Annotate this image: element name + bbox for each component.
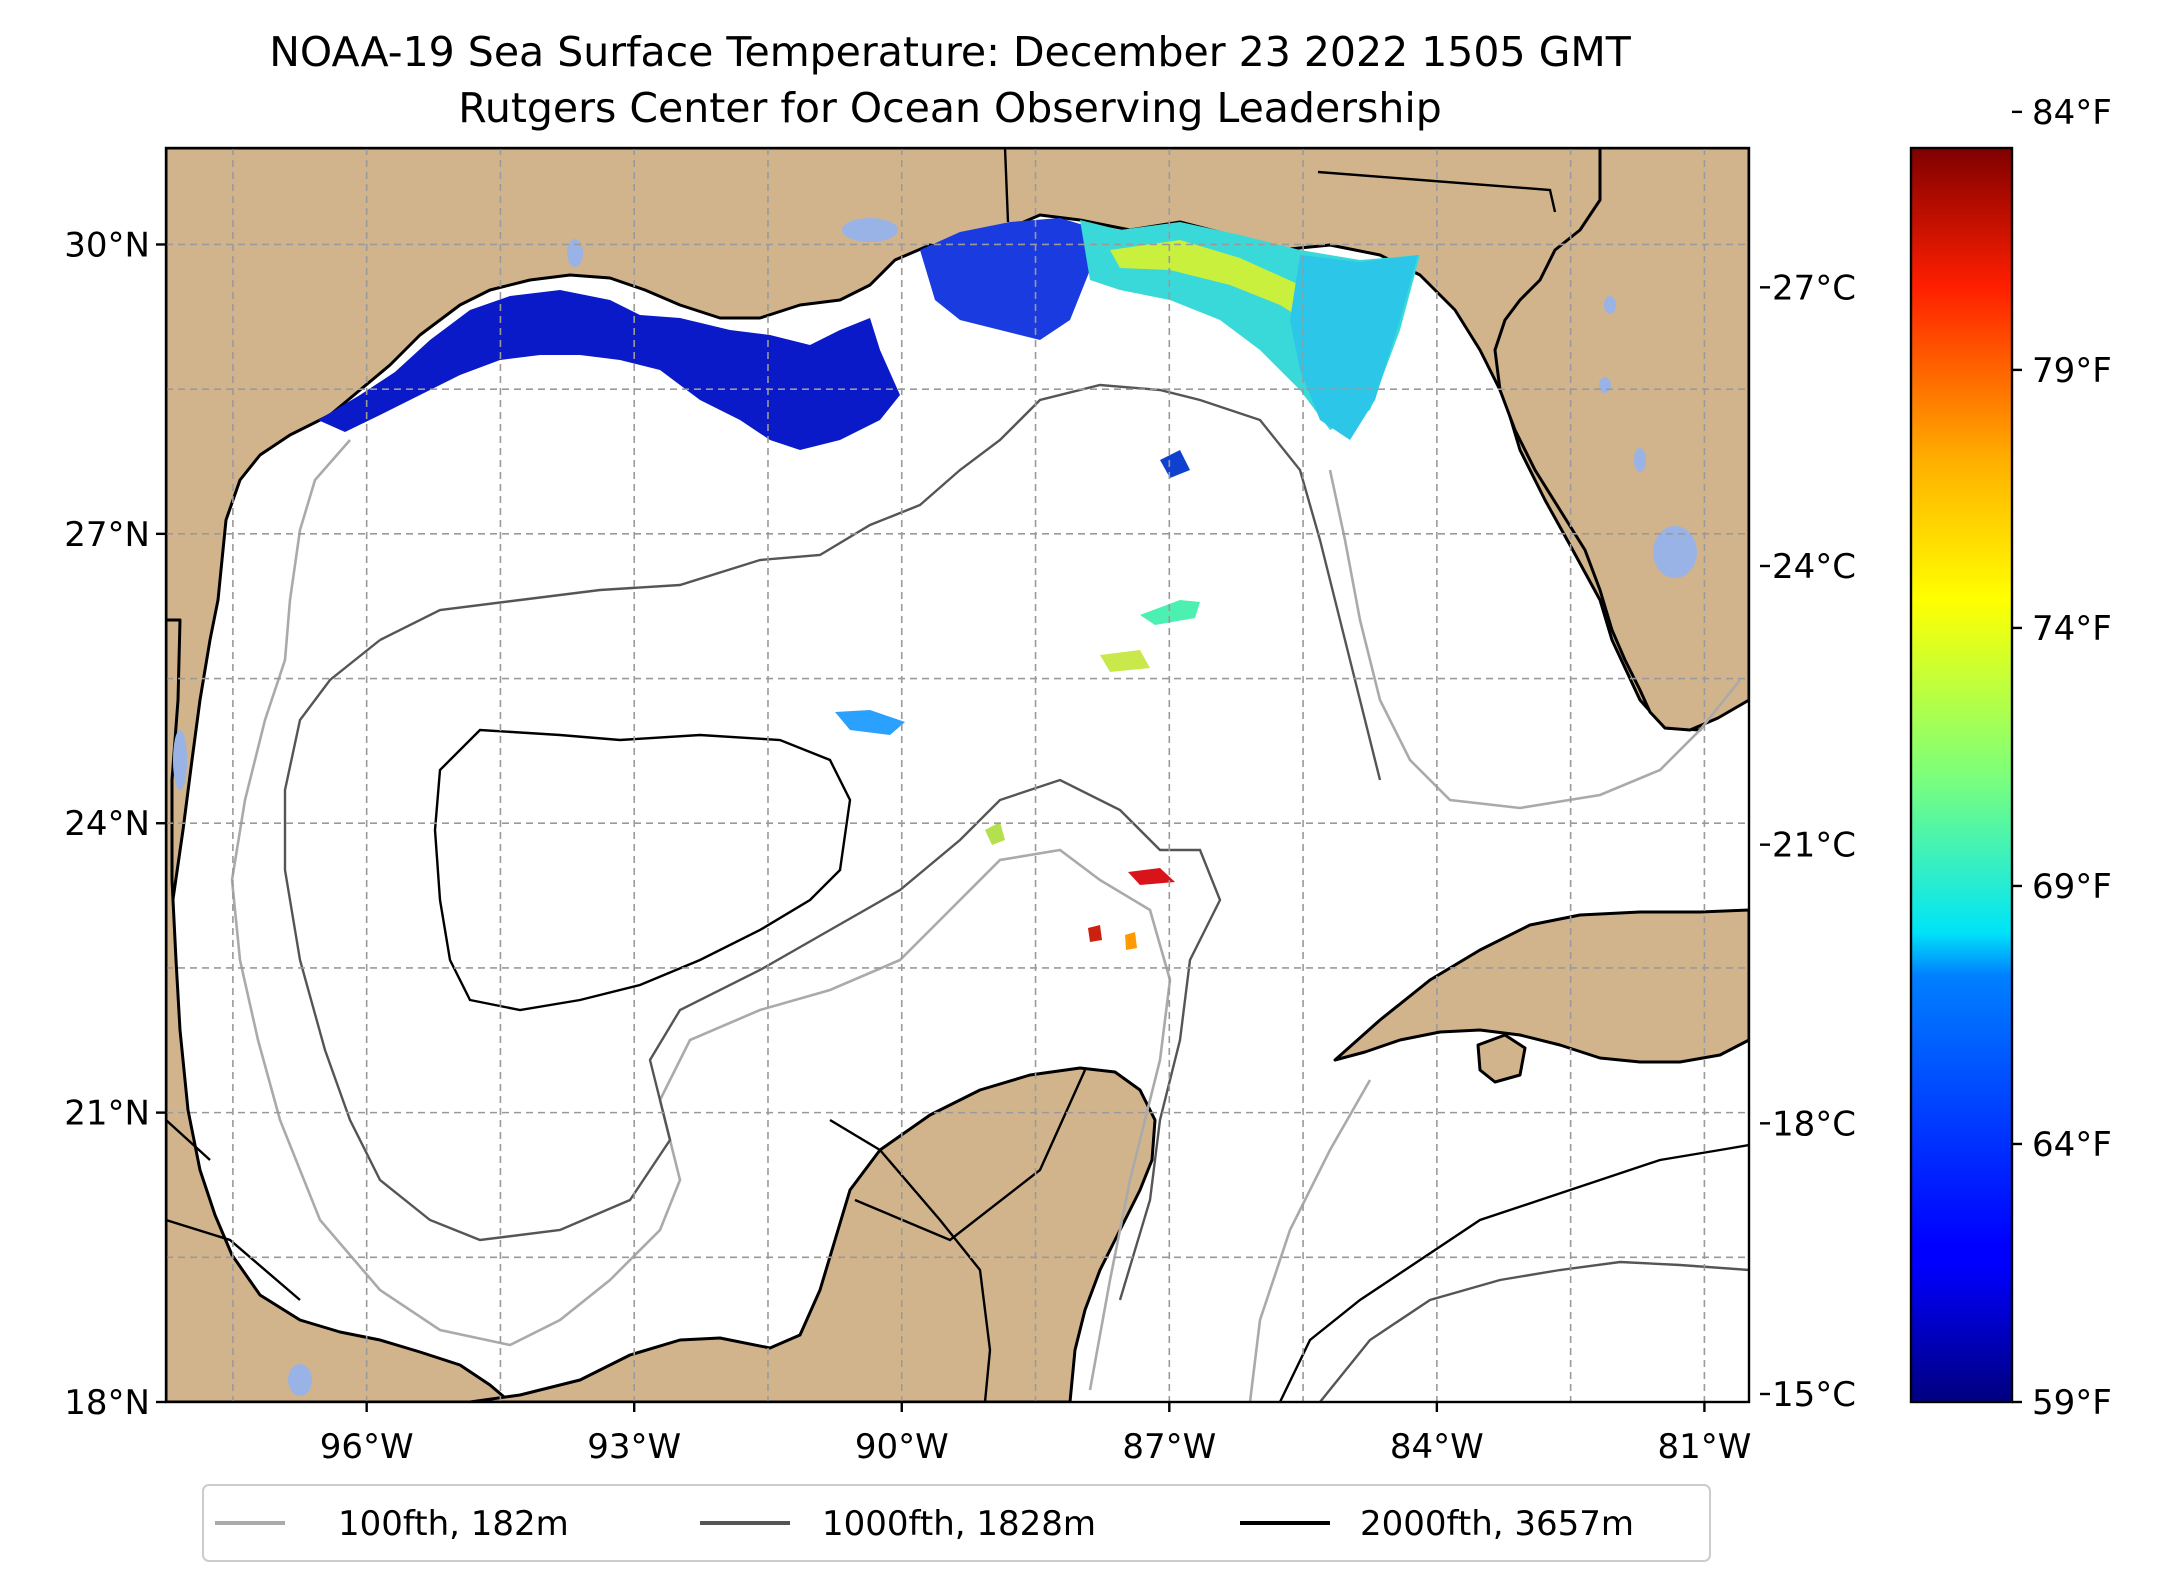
celsius-tick-label: 24°C <box>1772 547 1856 587</box>
state-border-la-ms <box>1003 148 1010 223</box>
mexico-state-border-2 <box>166 1119 211 1161</box>
sst-swath-florida-panhandle <box>1290 255 1418 440</box>
gridlines <box>166 148 1749 1402</box>
lake-small-1 <box>567 239 583 267</box>
colorbar-celsius-axis: 27°C 24°C 21°C 18°C 15°C <box>1760 268 1856 1415</box>
lon-tick-label: 87°W <box>1122 1427 1216 1467</box>
lake-small-2 <box>1634 448 1646 472</box>
celsius-tick-label: 21°C <box>1772 826 1856 866</box>
lat-tick-label: 18°N <box>64 1383 150 1423</box>
lake-pontchartrain <box>842 218 898 242</box>
colorbar: 27°C 24°C 21°C 18°C 15°C 84°F 79°F 74°F 69°F 64°… <box>1760 93 2112 1423</box>
lon-tick-label: 84°W <box>1390 1427 1484 1467</box>
sst-swath-louisiana-cold <box>920 218 1100 340</box>
sst-patch-2 <box>1100 650 1150 672</box>
legend-label-1000fth: 1000fth, 1828m <box>822 1504 1096 1544</box>
isobath-1000fth <box>283 639 1222 1301</box>
sst-patch-1 <box>1140 600 1200 625</box>
isobath-2000fth-caribbean <box>1278 1143 1749 1402</box>
chart-subtitle: Rutgers Center for Ocean Observing Leade… <box>458 84 1442 132</box>
fahrenheit-tick-label: 69°F <box>2032 867 2112 907</box>
celsius-tick-label: 18°C <box>1772 1104 1856 1144</box>
mexico-state-border-1 <box>166 1218 301 1301</box>
florida-land <box>1493 148 1749 732</box>
cuba-land <box>1333 908 1749 1064</box>
lon-tick-label: 96°W <box>320 1427 414 1467</box>
isobath-1000fth-caribbean <box>1319 1260 1749 1402</box>
isobath-legend: 100fth, 182m 1000fth, 1828m 2000fth, 365… <box>202 1484 1711 1562</box>
colorbar-gradient <box>1909 146 2014 1404</box>
lake-small-4 <box>1599 377 1611 393</box>
sst-patch-6 <box>985 822 1005 845</box>
lat-tick-label: 24°N <box>64 804 150 844</box>
fahrenheit-tick-label: 79°F <box>2032 351 2112 391</box>
lake-small-6 <box>173 730 187 790</box>
sst-patch-4 <box>1128 868 1175 885</box>
lake-okeechobee <box>1653 526 1697 578</box>
legend-label-100fth: 100fth, 182m <box>338 1504 569 1544</box>
lake-small-5 <box>288 1364 312 1396</box>
chart-title: NOAA-19 Sea Surface Temperature: Decembe… <box>269 28 1631 76</box>
lat-tick-label: 27°N <box>64 515 150 555</box>
sst-swath-texas-shelf <box>318 290 900 450</box>
isle-of-youth-land <box>1476 1033 1527 1084</box>
isobath-1000fth-north <box>379 383 1382 781</box>
fahrenheit-tick-label: 84°F <box>2032 93 2112 133</box>
lat-tick-label: 21°N <box>64 1094 150 1134</box>
lon-tick-label: 93°W <box>587 1427 681 1467</box>
colorbar-fahrenheit-axis: 84°F 79°F 74°F 69°F 64°F 59°F <box>2012 93 2112 1423</box>
latitude-axis: 30°N 27°N 24°N 21°N 18°N <box>64 225 166 1423</box>
lake-small-3 <box>1604 296 1616 314</box>
sst-patch-5 <box>1125 932 1137 950</box>
mexico-land <box>166 618 512 1402</box>
lon-tick-label: 81°W <box>1657 1427 1751 1467</box>
fahrenheit-tick-label: 64°F <box>2032 1125 2112 1165</box>
fahrenheit-tick-label: 74°F <box>2032 609 2112 649</box>
legend-label-2000fth: 2000fth, 3657m <box>1360 1504 1634 1544</box>
sst-patch-8 <box>1088 925 1102 942</box>
sst-patch-7 <box>1160 450 1190 478</box>
isobath-100fth-caribbean <box>1248 1079 1372 1402</box>
isobath-100fth-east <box>1328 469 1742 810</box>
isobath-2000fth <box>433 728 852 1012</box>
state-border-al-fl <box>1317 170 1557 213</box>
map-area <box>166 148 1749 1402</box>
map-frame <box>164 146 1751 1404</box>
mexico-guatemala-border <box>829 1118 992 1402</box>
sst-swath-yellow-band <box>1110 240 1340 330</box>
longitude-axis: 96°W 93°W 90°W 87°W 84°W 81°W <box>320 1402 1751 1467</box>
fahrenheit-tick-label: 59°F <box>2032 1383 2112 1423</box>
sst-patch-3 <box>835 710 905 735</box>
lat-tick-label: 30°N <box>64 225 150 265</box>
lon-tick-label: 90°W <box>855 1427 949 1467</box>
legend-box <box>202 1484 1711 1562</box>
celsius-tick-label: 27°C <box>1772 268 1856 308</box>
celsius-tick-label: 15°C <box>1772 1375 1856 1415</box>
